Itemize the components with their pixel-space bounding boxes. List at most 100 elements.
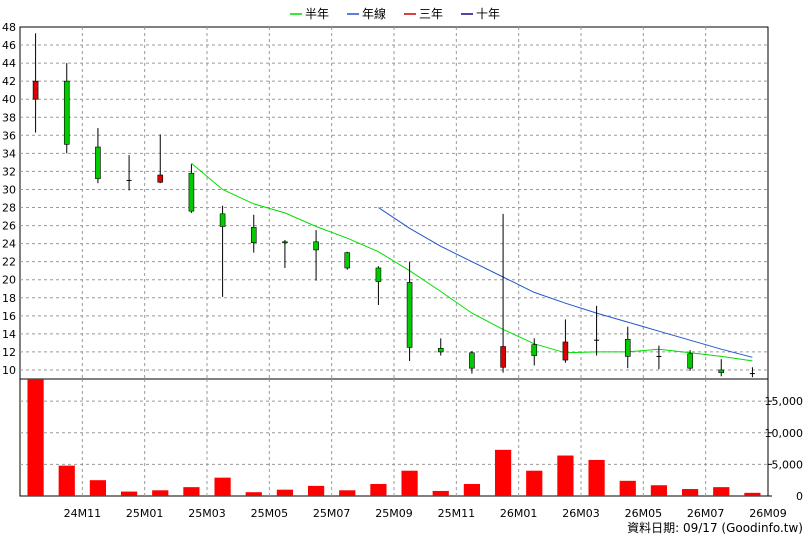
x-tick-label: 26M01	[500, 507, 538, 520]
volume-bar	[401, 470, 418, 496]
volume-bar	[339, 490, 356, 496]
candle	[718, 359, 725, 377]
candle-body	[188, 172, 195, 212]
candle-body	[157, 174, 164, 183]
candle	[313, 230, 319, 281]
source-label: 資料日期: 09/17 (Goodinfo.tw)	[627, 521, 803, 535]
x-tick-label: 26M07	[687, 507, 725, 520]
volume-bar	[214, 477, 231, 496]
candle-body	[469, 352, 475, 369]
volume-y-tick-label: 10,000	[765, 427, 804, 440]
volume-panel: 0 5,000 10,000 15,000	[19, 378, 804, 503]
legend-label: 年線	[362, 6, 386, 21]
x-axis: 24M11 25M01 25M03 25M05 25M07 25M09 25M11 26M01…	[64, 507, 787, 520]
x-tick-label: 26M03	[562, 507, 600, 520]
price-y-tick-label: 24	[2, 238, 16, 251]
volume-bar	[120, 491, 138, 496]
volume-y-tick-label: 5,000	[772, 458, 804, 471]
candle-body	[313, 241, 319, 251]
candle-body	[32, 80, 39, 100]
volume-bar	[307, 485, 325, 496]
x-tick-label: 25M03	[188, 507, 226, 520]
candle	[126, 155, 132, 191]
volume-bar	[463, 483, 481, 496]
x-tick-label: 24M11	[64, 507, 102, 520]
price-y-tick-label: 26	[2, 220, 16, 233]
candle	[95, 128, 101, 184]
candle	[469, 351, 475, 374]
candle	[157, 134, 164, 184]
volume-bar	[713, 487, 730, 496]
price-y-tick-label: 18	[2, 292, 16, 305]
x-tick-label: 25M11	[438, 507, 476, 520]
volume-bar	[494, 449, 512, 496]
candle	[32, 33, 39, 133]
candle	[375, 266, 382, 305]
price-y-tick-label: 28	[2, 202, 16, 215]
candle-body	[500, 346, 506, 368]
x-tick-label: 26M09	[749, 507, 787, 520]
price-y-tick-label: 10	[2, 364, 16, 377]
volume-plot-frame	[19, 378, 769, 497]
x-tick-label: 25M09	[375, 507, 413, 520]
volume-bar	[183, 487, 200, 496]
volume-bar	[27, 379, 44, 496]
volume-bar	[557, 455, 574, 496]
candle	[406, 261, 413, 361]
price-y-tick-label: 12	[2, 346, 16, 359]
price-y-tick-label: 44	[2, 57, 16, 70]
price-y-tick-label: 48	[2, 21, 16, 34]
price-y-tick-label: 36	[2, 129, 16, 142]
candle-body	[624, 338, 631, 357]
candle	[437, 338, 444, 356]
x-tick-label: 25M05	[251, 507, 289, 520]
volume-bar	[526, 470, 543, 496]
x-tick-label: 26M05	[625, 507, 663, 520]
candle	[749, 367, 755, 378]
price-y-tick-label: 38	[2, 111, 16, 124]
candle-body	[219, 213, 226, 227]
price-y-tick-label: 32	[2, 165, 16, 178]
price-y-tick-label: 22	[2, 256, 16, 269]
candle	[656, 345, 662, 370]
candle-body	[63, 80, 70, 145]
ma-line-年線	[378, 207, 753, 358]
legend-label: 十年	[476, 7, 500, 21]
candle	[531, 338, 538, 366]
candle	[500, 213, 506, 373]
candle-body	[531, 344, 538, 356]
candle-body	[282, 241, 288, 244]
candle	[562, 319, 569, 363]
price-y-tick-label: 14	[2, 328, 16, 341]
candle-body	[95, 146, 101, 179]
price-y-tick-label: 16	[2, 310, 16, 323]
price-y-tick-label: 20	[2, 274, 16, 287]
candle	[63, 63, 70, 154]
legend: 半年 年線 三年 十年	[290, 6, 500, 21]
volume-bar	[152, 490, 169, 496]
legend-label: 三年	[419, 7, 443, 21]
volume-bar	[370, 483, 387, 496]
candle	[219, 205, 226, 297]
volume-bar	[432, 490, 449, 496]
volume-bar	[89, 480, 107, 496]
candle	[687, 350, 693, 371]
price-y-tick-label: 30	[2, 183, 16, 196]
x-tick-label: 25M01	[126, 507, 164, 520]
volume-y-tick-label: 0	[796, 490, 803, 503]
volume-bar	[245, 492, 262, 496]
candle-body	[406, 282, 413, 348]
candle	[594, 305, 600, 356]
x-tick-label: 25M07	[313, 507, 351, 520]
volume-y-tick-label: 15,000	[765, 395, 804, 408]
price-y-tick-label: 40	[2, 93, 16, 106]
volume-bar	[681, 489, 699, 496]
price-y-tick-label: 42	[2, 75, 16, 88]
candle	[624, 326, 631, 369]
candle-body	[718, 369, 725, 373]
volume-bar	[588, 459, 605, 496]
volume-bar	[58, 465, 75, 496]
volume-bar	[276, 489, 294, 496]
candle	[344, 251, 351, 270]
candle-body	[375, 267, 382, 282]
